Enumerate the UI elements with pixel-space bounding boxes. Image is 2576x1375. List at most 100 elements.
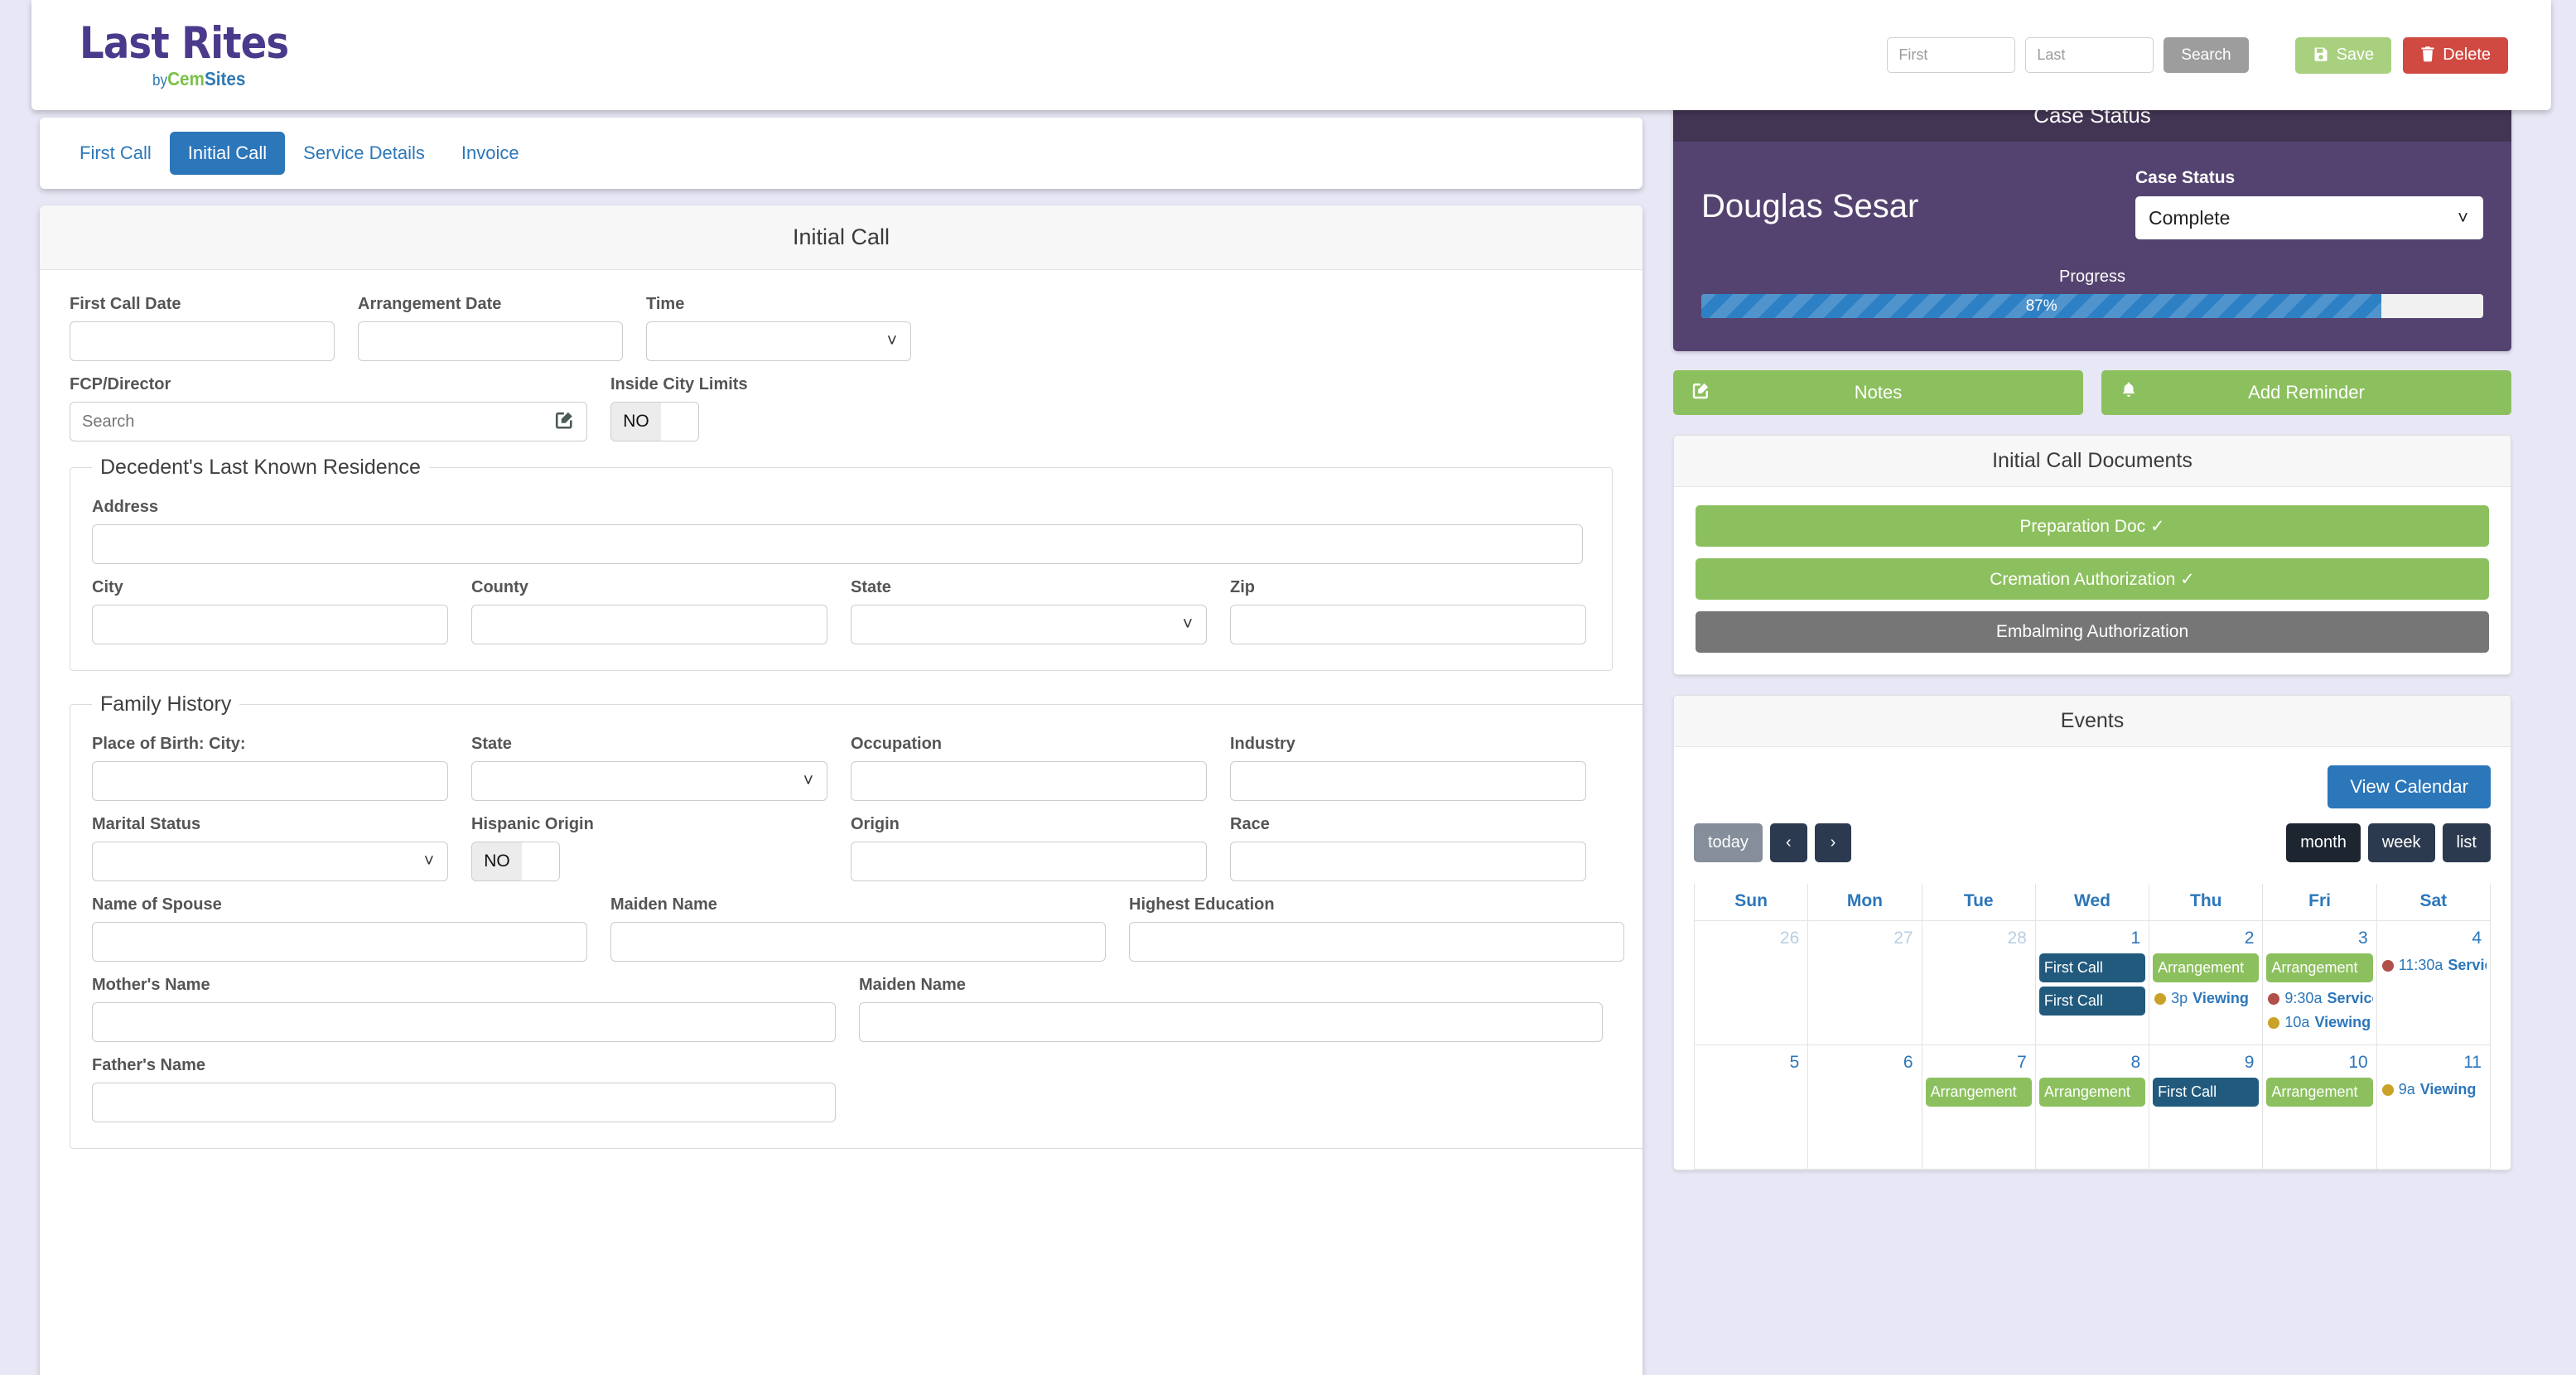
case-actions: Notes Add Reminder [1673,370,2511,415]
last-name-search-input[interactable] [2025,37,2154,73]
calendar-day-cell[interactable]: 8 Arrangement [2034,1045,2150,1170]
header-controls: Search Save Delete [1887,36,2508,74]
event-dot-icon [2268,992,2280,1005]
mother-name-input[interactable] [92,1002,836,1042]
calendar-day-cell[interactable]: 1 First Call First Call [2034,920,2150,1045]
zip-input[interactable] [1230,605,1586,644]
calendar-day-cell[interactable]: 6 [1807,1045,1922,1170]
tab-service-details[interactable]: Service Details [303,142,425,163]
case-status-body: Douglas Sesar Case Status Complete ˅ Pro… [1673,142,2511,351]
marital-status-select[interactable]: ˅ [92,842,448,881]
calendar-event-block[interactable]: Arrangement [2153,953,2260,982]
view-calendar-button[interactable]: View Calendar [2328,765,2491,808]
calendar-day-cell[interactable]: 9 First Call [2149,1045,2264,1170]
left-column: First Call Initial Call Service Details … [40,118,1643,1375]
occupation-input[interactable] [851,761,1207,801]
place-of-birth-city-input[interactable] [92,761,448,801]
calendar-event-block[interactable]: Arrangement [2038,1078,2146,1107]
first-name-search-input[interactable] [1887,37,2016,73]
calendar-event-timed[interactable]: 9:30aService [2266,987,2373,1011]
tab-invoice[interactable]: Invoice [461,142,519,163]
calendar-day-number: 2 [2244,929,2255,948]
calendar-event-timed[interactable]: 9a Viewing [2381,1078,2487,1102]
calendar-event-title: Service [2448,957,2487,973]
calendar-day-cell[interactable]: 27 [1807,920,1922,1045]
calendar-event-timed[interactable]: 11:30a Service [2381,953,2487,977]
address-label: Address [92,498,159,516]
bell-icon [2120,380,2138,405]
arrangement-date-input[interactable] [358,321,623,361]
add-reminder-button[interactable]: Add Reminder [2101,370,2511,415]
calendar-event-block[interactable]: Arrangement [2266,1078,2373,1107]
calendar-event-block[interactable]: Arrangement [2266,953,2373,982]
calendar-event-block[interactable]: Arrangement [1925,1078,2032,1107]
calendar-event-block[interactable]: First Call [2038,953,2146,982]
father-name-input[interactable] [92,1083,836,1122]
calendar-day-cell[interactable]: 26 [1693,920,1809,1045]
calendar-today-button[interactable]: today [1694,823,1763,862]
calendar-day-cell[interactable]: 4 11:30a Service [2376,920,2492,1045]
field-occupation: Occupation [851,735,1207,801]
calendar-event-block[interactable]: First Call [2038,987,2146,1016]
pencil-square-icon[interactable] [554,409,576,435]
spouse-maiden-name-input[interactable] [610,922,1106,962]
city-input[interactable] [92,605,448,644]
address-input[interactable] [92,524,1583,564]
calendar-view-list[interactable]: list [2442,823,2491,862]
calendar-prev-button[interactable]: ‹ [1769,823,1807,862]
case-status-selected-value: Complete [2149,206,2231,229]
family-row-birth: Place of Birth: City: State ˅ Occupation [92,735,1624,801]
fcp-director-input[interactable] [70,402,587,441]
calendar-day-number: 11 [2463,1053,2482,1072]
time-select[interactable]: ˅ [646,321,911,361]
tab-first-call[interactable]: First Call [80,142,152,163]
county-input[interactable] [471,605,827,644]
inside-city-limits-toggle[interactable]: NO [610,402,699,441]
industry-input[interactable] [1230,761,1586,801]
calendar-day-cell[interactable]: 2 Arrangement 3p Viewing [2149,920,2264,1045]
highest-education-input[interactable] [1129,922,1624,962]
document-cremation-authorization[interactable]: Cremation Authorization ✓ [1696,558,2489,600]
save-button[interactable]: Save [2294,36,2392,74]
case-status-select[interactable]: Complete ˅ [2135,196,2483,239]
tab-initial-call[interactable]: Initial Call [169,132,286,175]
calendar-event-title: Viewing [2314,1014,2371,1030]
calendar-view-month[interactable]: month [2286,823,2361,862]
form-row-dates: First Call Date Arrangement Date Time ˅ [70,295,1613,361]
calendar-event-block[interactable]: First Call [2153,1078,2260,1107]
origin-input[interactable] [851,842,1207,881]
calendar-weekday-sat: Sat [2376,884,2492,921]
calendar-day-cell[interactable]: 10 Arrangement [2262,1045,2377,1170]
race-input[interactable] [1230,842,1586,881]
calendar-next-button[interactable]: › [1814,823,1852,862]
calendar-day-cell[interactable]: 7 Arrangement [1921,1045,2036,1170]
calendar-day-number: 28 [2007,929,2027,948]
document-preparation-doc[interactable]: Preparation Doc ✓ [1696,505,2489,547]
family-row-mother: Mother's Name Maiden Name [92,976,1624,1042]
initial-call-card: Initial Call First Call Date Arrangement… [40,205,1643,1375]
hispanic-origin-toggle[interactable]: NO [471,842,560,881]
chevron-down-icon: ˅ [803,771,813,790]
spouse-name-input[interactable] [92,922,587,962]
notes-button-label: Notes [1854,382,1903,403]
time-label: Time [646,295,685,313]
calendar-view-week[interactable]: week [2367,823,2435,862]
logo-subtitle: byCemSites [152,70,245,89]
calendar-day-cell[interactable]: 11 9a Viewing [2376,1045,2492,1170]
mother-maiden-name-input[interactable] [859,1002,1603,1042]
calendar-event-timed[interactable]: 10a Viewing [2266,1011,2372,1035]
calendar-day-cell[interactable]: 28 [1921,920,2036,1045]
calendar-event-timed[interactable]: 3p Viewing [2153,987,2259,1011]
first-call-date-input[interactable] [70,321,335,361]
notes-button[interactable]: Notes [1673,370,2083,415]
calendar-day-cell[interactable]: 5 [1693,1045,1809,1170]
city-label: City [92,578,123,596]
calendar-week-row: 5 6 7 Arrangement 8 Arrangement 9 First Call 10 A… [1693,1045,2492,1170]
origin-label: Origin [851,815,900,833]
delete-button[interactable]: Delete [2403,36,2508,74]
place-of-birth-state-select[interactable]: ˅ [471,761,827,801]
document-embalming-authorization[interactable]: Embalming Authorization [1696,611,2489,653]
search-button[interactable]: Search [2164,37,2249,73]
residence-state-select[interactable]: ˅ [851,605,1207,644]
